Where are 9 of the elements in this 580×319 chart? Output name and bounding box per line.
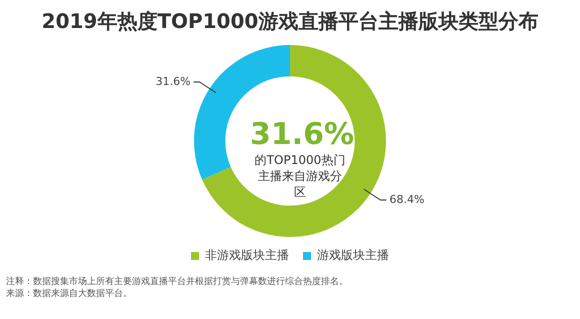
data-label: 68.4% xyxy=(389,192,424,206)
legend-label: 非游戏版块主播 xyxy=(205,248,289,262)
data-label: 31.6% xyxy=(156,74,191,88)
chart-title: 2019年热度TOP1000游戏直播平台主播版块类型分布 xyxy=(40,8,540,35)
source-note: 来源：数据来源自大数据平台。 xyxy=(6,288,133,300)
legend-label: 游戏版块主播 xyxy=(317,248,389,262)
text: 31.6% xyxy=(250,117,354,152)
text: 的TOP1000热门主播来自游戏分区 xyxy=(254,152,346,200)
text: 注释：数据搜集市场上所有主要游戏直播平台并根据打赏与弹幕数进行综合热度排名。 xyxy=(6,276,348,288)
